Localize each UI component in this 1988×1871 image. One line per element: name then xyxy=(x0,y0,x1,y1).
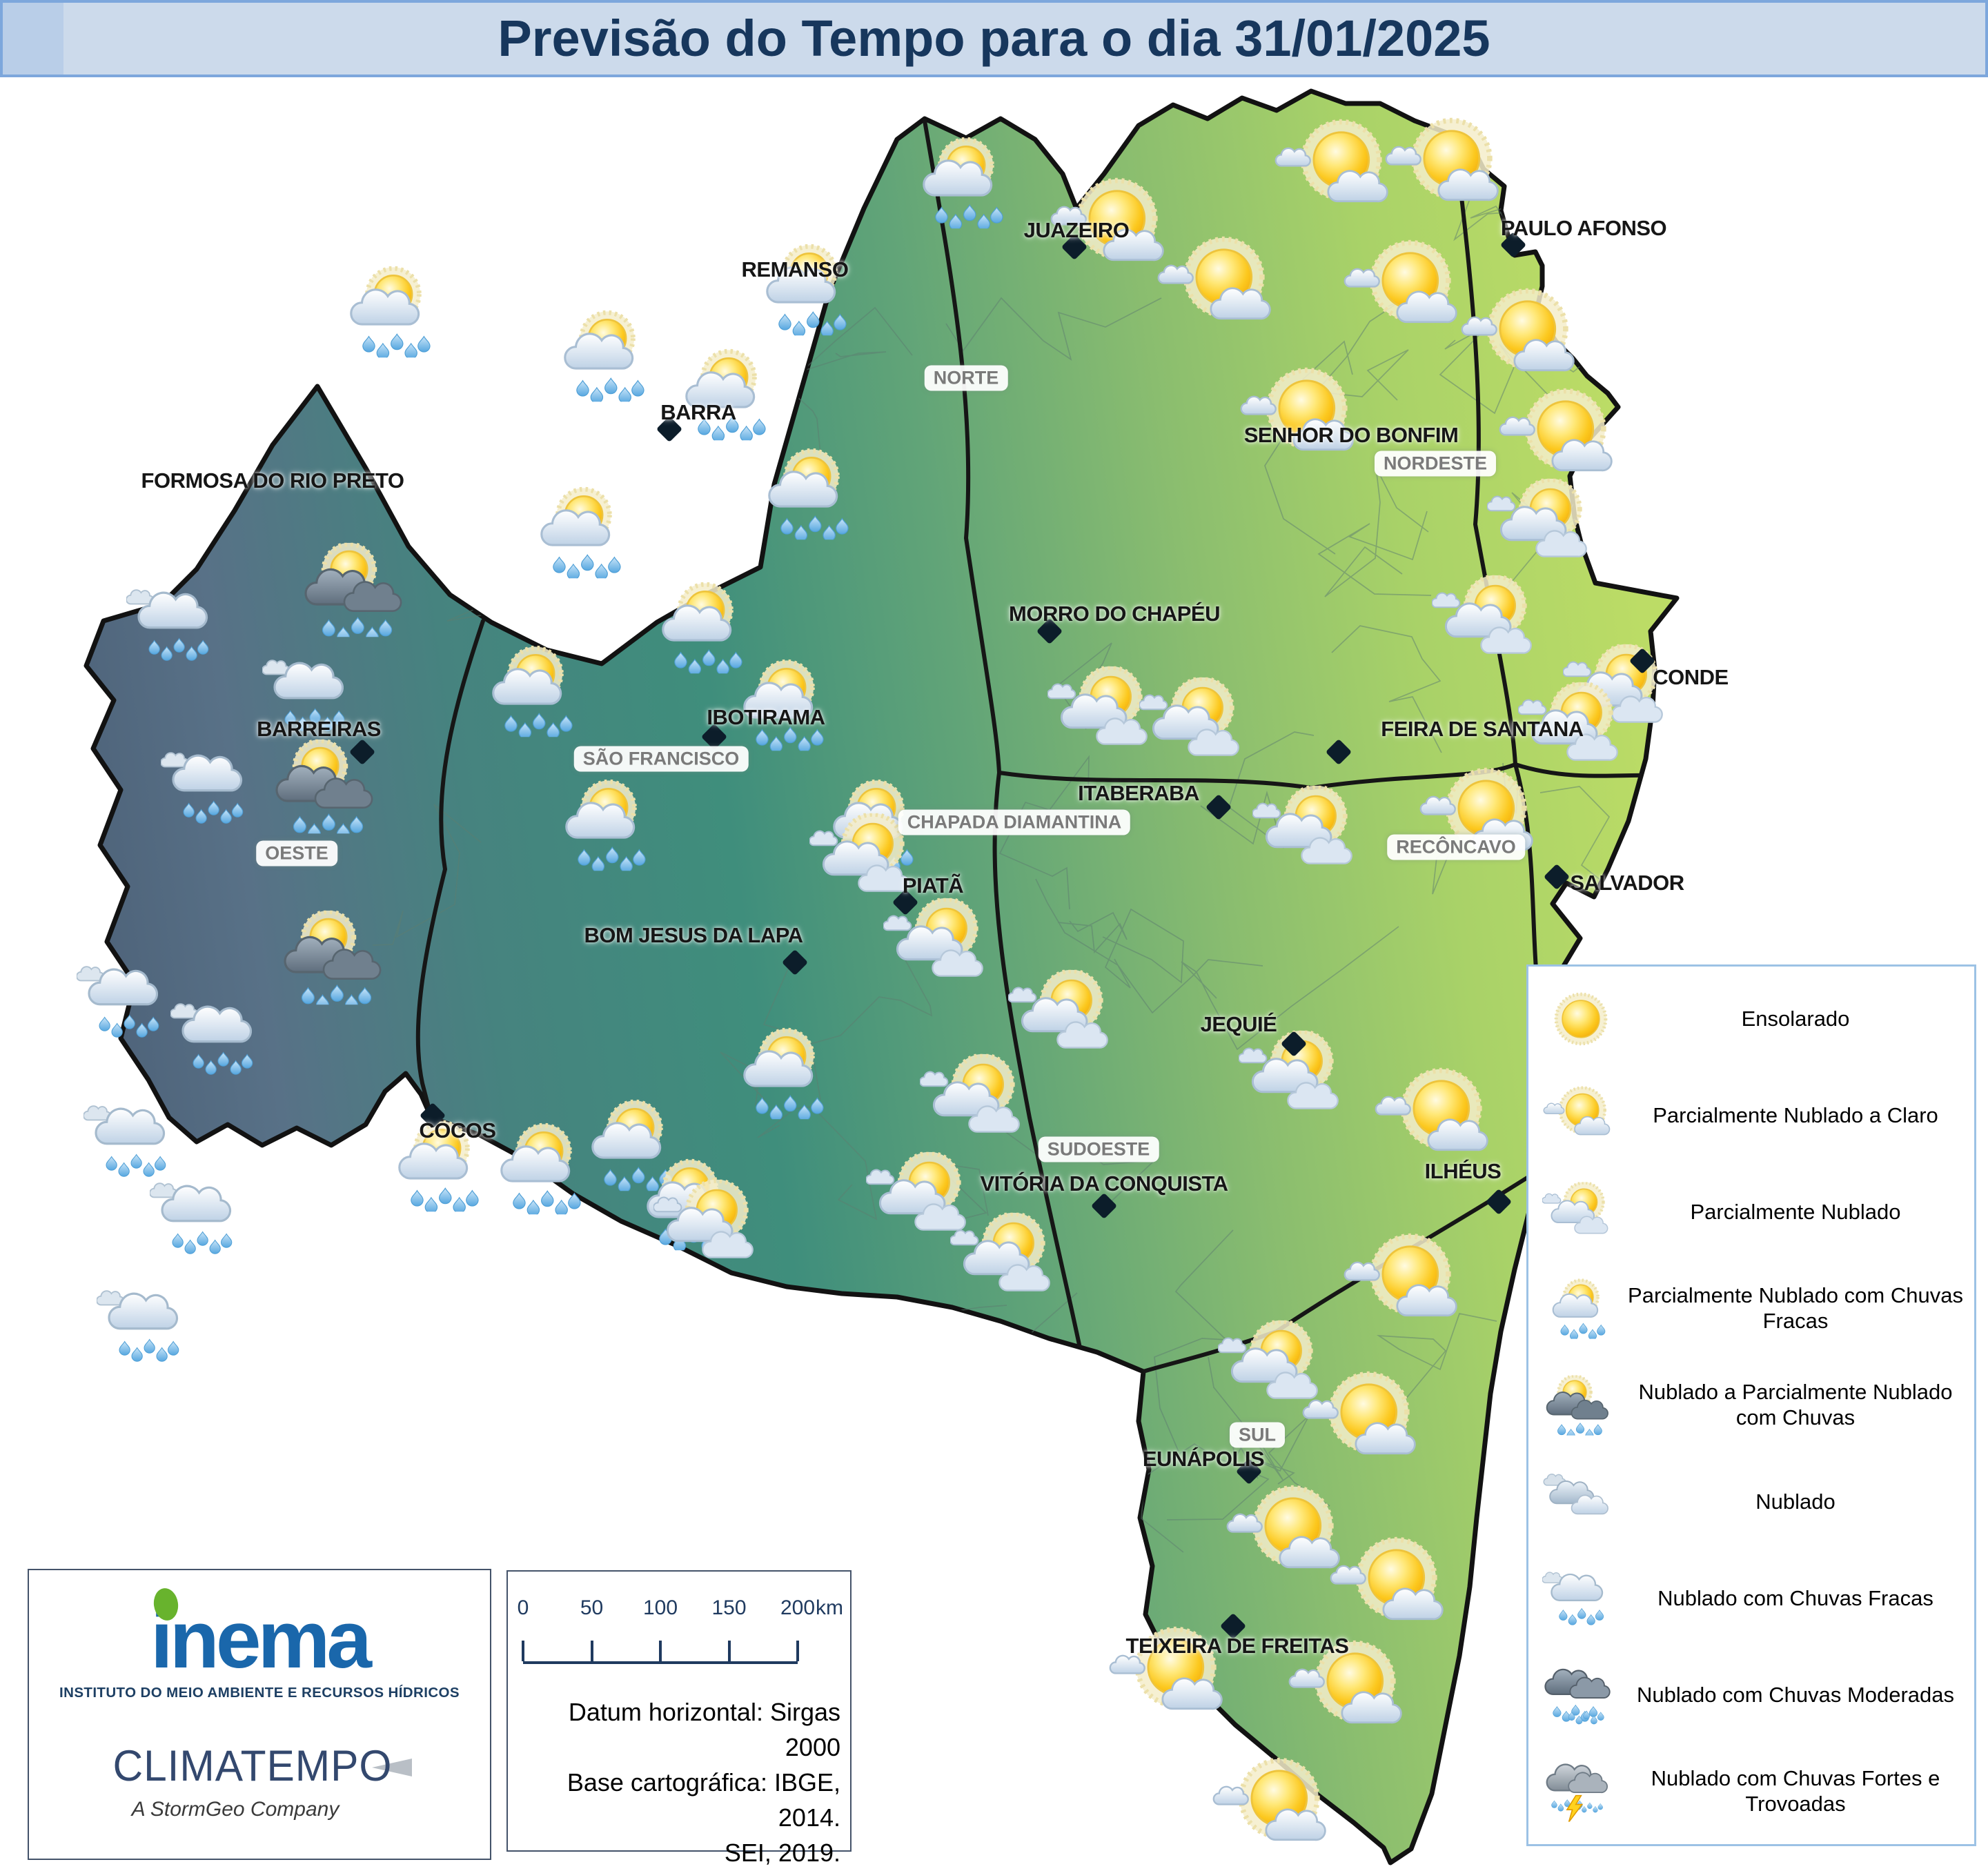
logos-panel: inema INSTITUTO DO MEIO AMBIENTE E RECUR… xyxy=(28,1569,491,1860)
title-bar: Previsão do Tempo para o dia 31/01/2025 xyxy=(0,0,1988,77)
scale-tick xyxy=(522,1641,524,1661)
climatempo-subtitle: A StormGeo Company xyxy=(131,1798,339,1821)
datum-line: SEI, 2019. xyxy=(724,1839,840,1868)
legend-icon-n-trovoada xyxy=(1542,1761,1620,1822)
legend-item: Nublado xyxy=(1528,1454,1974,1550)
legend-icon-n-chuva-mod xyxy=(1542,1665,1620,1725)
climatempo-arrow-icon xyxy=(371,1759,412,1776)
weather-icon-pn-claro xyxy=(1214,1759,1326,1840)
weather-icon-pn-chuva xyxy=(351,267,430,359)
legend-item: Nublado com Chuvas Moderadas xyxy=(1528,1647,1974,1743)
weather-icon-pn-chuva xyxy=(767,245,846,337)
weather-icon-pn-chuva xyxy=(687,350,765,442)
legend-icon-sun xyxy=(1542,989,1620,1049)
datum-text: Datum horizontal: Sirgas 2000 Base cartog… xyxy=(519,1694,840,1871)
weather-icon-pn-chuva xyxy=(400,1121,478,1213)
weather-legend: Ensolarado Parcialmente Nublado a Claro Pa… xyxy=(1526,964,1976,1846)
weather-icon-pn-chuva xyxy=(542,488,620,580)
scale-tick-label: 50 xyxy=(580,1596,604,1619)
scale-tick xyxy=(590,1641,593,1661)
scale-unit: km xyxy=(816,1596,843,1619)
scale-tick xyxy=(796,1641,799,1661)
scale-panel: 0 50 100 150 200 km Datum horizontal: Sirgas … xyxy=(506,1570,852,1867)
weather-icon-pn-claro xyxy=(1110,1628,1222,1709)
inema-logo: inema xyxy=(150,1586,372,1681)
inema-subtitle: INSTITUTO DO MEIO AMBIENTE E RECURSOS HÍ… xyxy=(59,1685,460,1701)
weather-icon-n-chuva-fraca xyxy=(97,1291,179,1361)
legend-label: Nublado a Parcialmente Nublado com Chuva… xyxy=(1638,1380,1953,1429)
weather-icon-n-chuva-fraca xyxy=(150,1183,232,1254)
legend-label: Nublado com Chuvas Moderadas xyxy=(1636,1682,1955,1707)
scale-tick-label: 150 xyxy=(711,1596,747,1619)
legend-icon-pn xyxy=(1542,1182,1620,1243)
legend-label: Nublado com Chuvas Fracas xyxy=(1657,1585,1933,1610)
title-bar-accent xyxy=(3,3,63,75)
scale-tick-label: 100 xyxy=(642,1596,678,1619)
legend-label: Parcialmente Nublado xyxy=(1690,1199,1901,1224)
legend-icon-nublado xyxy=(1542,1472,1620,1532)
legend-item: Ensolarado xyxy=(1528,971,1974,1067)
legend-label: Nublado com Chuvas Fortes e Trovoadas xyxy=(1651,1766,1940,1816)
legend-label: Ensolarado xyxy=(1741,1006,1850,1031)
legend-item: Nublado com Chuvas Fortes e Trovoadas xyxy=(1528,1743,1974,1840)
scale-numbers: 0 50 100 150 200 km xyxy=(508,1596,850,1624)
legend-label: Parcialmente Nublado com Chuvas Fracas xyxy=(1628,1283,1963,1333)
scale-tick-label: 200 xyxy=(780,1596,816,1619)
scale-tick xyxy=(727,1641,731,1661)
legend-icon-pn-chuva xyxy=(1542,1278,1620,1339)
legend-icon-n-chuva-fraca xyxy=(1542,1568,1620,1629)
climatempo-logo: CLIMATEMPO xyxy=(112,1742,393,1790)
legend-item: Parcialmente Nublado com Chuvas Fracas xyxy=(1528,1260,1974,1357)
datum-line: Datum horizontal: Sirgas 2000 xyxy=(568,1698,840,1762)
legend-label: Nublado xyxy=(1755,1489,1836,1514)
legend-item: Nublado a Parcialmente Nublado com Chuva… xyxy=(1528,1357,1974,1454)
legend-item: Parcialmente Nublado xyxy=(1528,1164,1974,1260)
page-title: Previsão do Tempo para o dia 31/01/2025 xyxy=(498,10,1490,67)
legend-item: Parcialmente Nublado a Claro xyxy=(1528,1067,1974,1164)
scale-tick-label: 0 xyxy=(517,1596,529,1619)
weather-icon-pn-chuva xyxy=(565,311,644,403)
legend-icon-pn-claro xyxy=(1542,1085,1620,1146)
scale-tick xyxy=(659,1641,662,1661)
legend-icon-n-pn-chuva xyxy=(1542,1375,1620,1436)
scale-bar xyxy=(522,1641,799,1664)
legend-item: Nublado com Chuvas Fracas xyxy=(1528,1550,1974,1647)
legend-label: Parcialmente Nublado a Claro xyxy=(1653,1102,1938,1127)
weather-icon-n-chuva-fraca xyxy=(83,1106,166,1176)
datum-line: Base cartográfica: IBGE, 2014. xyxy=(567,1768,840,1832)
